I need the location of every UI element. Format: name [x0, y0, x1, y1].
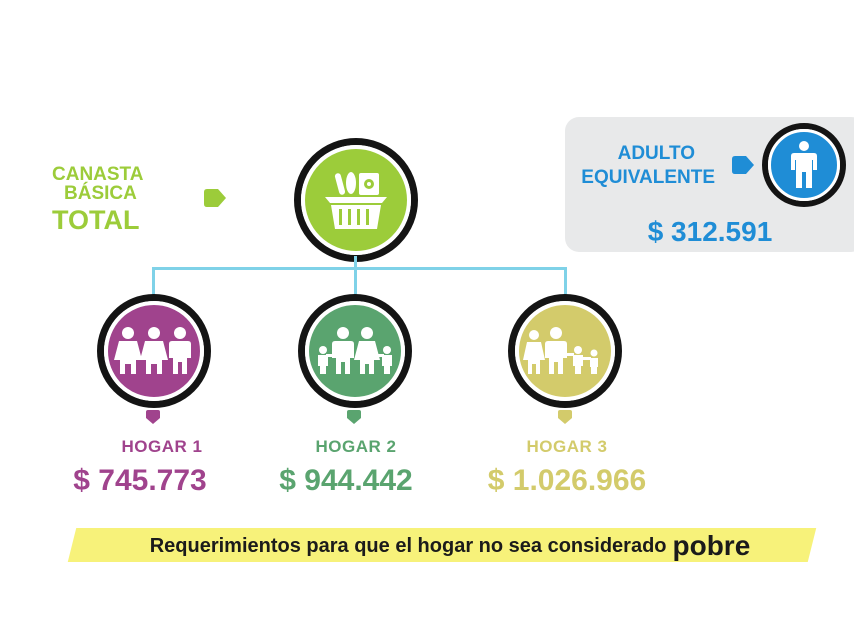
family-large-icon — [523, 327, 598, 374]
hogar-2-value: $ 944.442 — [279, 464, 413, 497]
hogar-1-label: HOGAR 1 — [121, 437, 203, 456]
hogar-3-circle — [508, 294, 622, 408]
hogar-3-value: $ 1.026.966 — [487, 464, 647, 497]
hogar-1-value: $ 745.773 — [73, 464, 207, 497]
adulto-value: $ 312.591 — [647, 216, 773, 247]
connector-horizontal — [152, 267, 567, 270]
canasta-line-1: CANASTA — [52, 164, 144, 185]
adulto-line-1: ADULTO — [617, 143, 695, 164]
person-icon — [791, 141, 817, 188]
banner-emphasis: pobre — [672, 530, 751, 561]
connector-hogar-3 — [564, 267, 567, 305]
pointer-right-icon — [732, 156, 754, 174]
banner: Requerimientos para que el hogar no sea … — [90, 529, 810, 563]
canasta-label: CANASTA BÁSICA TOTAL — [52, 165, 143, 234]
basket-icon — [325, 172, 387, 229]
family-adults-icon — [114, 327, 191, 374]
hogar-3-label: HOGAR 3 — [526, 437, 608, 456]
adulto-line-2: EQUIVALENTE — [581, 166, 715, 188]
connector-hogar-1 — [152, 267, 155, 305]
canasta-line-2: BÁSICA — [64, 183, 137, 204]
connector-stem — [354, 256, 357, 270]
adulto-circle — [762, 123, 846, 207]
adulto-label: ADULTO EQUIVALENTE — [575, 142, 715, 190]
hogar-1-circle — [97, 294, 211, 408]
pointer-down-icon — [146, 410, 160, 424]
hogar-2-label: HOGAR 2 — [315, 437, 397, 456]
connector-hogar-2 — [354, 267, 357, 305]
family-with-children-icon — [318, 327, 392, 374]
hogar-2-circle — [298, 294, 412, 408]
pointer-down-icon — [558, 410, 572, 424]
canasta-circle — [294, 138, 418, 262]
canasta-line-3: TOTAL — [52, 205, 140, 235]
banner-text: Requerimientos para que el hogar no sea … — [149, 534, 667, 557]
pointer-right-icon — [204, 189, 226, 207]
pointer-down-icon — [347, 410, 361, 424]
